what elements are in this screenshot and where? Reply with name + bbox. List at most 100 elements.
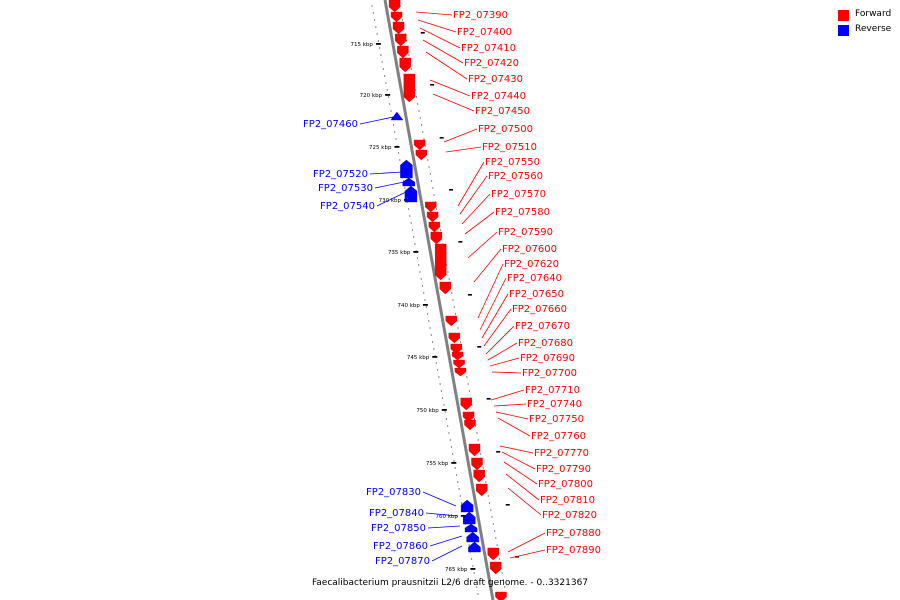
guide-dot: [443, 404, 445, 406]
guide-dot: [493, 530, 496, 532]
tick-layer: 715 kbp 720 kbp 725 kbp 730 kbp 735 kbp 740 k…: [350, 32, 520, 573]
guide-dot: [429, 327, 431, 329]
forward-gene-arrow: [451, 351, 464, 361]
guide-dot: [431, 341, 434, 343]
tick-mark: [460, 515, 466, 517]
guide-dot: [387, 96, 390, 98]
forward-gene-label: FP2_07800: [538, 479, 593, 490]
forward-gene-label: FP2_07450: [475, 106, 530, 117]
guide-dot: [491, 516, 493, 518]
guide-dot: [482, 467, 484, 469]
guide-dot: [372, 12, 374, 14]
guide-dot: [504, 586, 506, 588]
forward-gene-label: FP2_07500: [478, 124, 533, 135]
guide-dot: [467, 383, 469, 385]
forward-gene-arrow: [395, 33, 407, 47]
guide-dot: [430, 334, 432, 336]
forward-gene-arrow: [415, 149, 428, 161]
forward-dash: [496, 451, 501, 453]
guide-dot: [448, 278, 450, 280]
guide-dot: [382, 68, 385, 70]
forward-leader-line: [501, 451, 536, 470]
reverse-leader-line: [431, 545, 463, 562]
guide-dot: [414, 243, 416, 245]
guide-dot: [417, 103, 419, 105]
guide-dot: [444, 411, 446, 413]
guide-dot: [460, 502, 463, 504]
reverse-gene-label: FP2_07540: [320, 201, 375, 212]
forward-leader-line: [497, 417, 531, 437]
tick-label: 750 kbp: [416, 408, 439, 414]
forward-gene-arrow: [426, 211, 439, 223]
legend-forward: Forward: [838, 9, 898, 24]
forward-gene-arrow: [462, 411, 475, 423]
guide-dot: [459, 341, 462, 343]
reverse-gene-arrow: [463, 511, 476, 525]
guide-dot: [477, 593, 479, 595]
reverse-gene-arrow: [400, 159, 413, 179]
forward-gene-label: FP2_07650: [509, 289, 564, 300]
tick-mark: [451, 462, 457, 464]
guide-dot: [490, 509, 492, 511]
forward-dash: [515, 556, 520, 558]
forward-gene-label: FP2_07550: [485, 157, 540, 168]
guide-dot: [408, 208, 410, 210]
guide-dot: [476, 586, 478, 588]
guide-dot: [385, 82, 387, 84]
forward-leader-line: [417, 19, 457, 33]
guide-dot: [450, 446, 453, 448]
forward-gene-arrow: [397, 45, 409, 59]
gene-layer: [388, 0, 507, 600]
forward-gene-label: FP2_07820: [542, 510, 597, 521]
forward-leader-line: [479, 277, 507, 331]
guide-dot: [502, 579, 504, 581]
forward-leader-line: [461, 193, 491, 225]
legend-reverse-label: Reverse: [855, 24, 892, 34]
tick-mark: [441, 409, 447, 411]
reverse-gene-label: FP2_07830: [366, 487, 421, 498]
guide-dot: [428, 320, 430, 322]
forward-leader-line: [467, 231, 498, 259]
forward-gene-arrow: [425, 201, 437, 213]
forward-gene-arrow: [495, 591, 507, 600]
guide-dot: [474, 579, 476, 581]
tick-mark: [394, 146, 400, 148]
guide-dot: [425, 306, 427, 308]
guide-dot: [386, 89, 388, 91]
forward-gene-label: FP2_07790: [536, 464, 591, 475]
tick-label: 740 kbp: [397, 303, 420, 309]
forward-leader-line: [503, 461, 538, 485]
guide-dot: [423, 138, 425, 140]
guide-dot: [480, 453, 482, 455]
forward-dash: [486, 398, 491, 400]
guide-dot: [377, 40, 379, 42]
tick-label: 720 kbp: [360, 93, 383, 99]
guide-dot: [458, 488, 460, 490]
guide-dot: [436, 208, 438, 210]
guide-dot: [429, 173, 431, 175]
guide-dot: [422, 131, 424, 133]
guide-dot: [396, 145, 398, 147]
guide-dot: [420, 124, 423, 126]
forward-gene-label: FP2_07400: [457, 27, 512, 38]
reverse-leader-line: [422, 491, 457, 507]
forward-dash: [467, 294, 472, 296]
forward-gene-arrow: [413, 139, 426, 151]
forward-gene-arrow: [399, 57, 411, 73]
genome-backbone: [383, 0, 495, 600]
guide-dot: [415, 250, 417, 252]
tick-mark: [422, 304, 428, 306]
reverse-leader-line: [429, 535, 463, 547]
reverse-gene-label: FP2_07860: [373, 541, 428, 552]
guide-dot: [379, 47, 381, 49]
guide-dot: [409, 215, 411, 217]
tick-mark: [470, 568, 476, 570]
forward-gene-arrow: [487, 547, 499, 561]
forward-gene-arrow: [388, 0, 401, 13]
forward-gene-label: FP2_07670: [515, 321, 570, 332]
forward-dash: [449, 189, 454, 191]
leader-layer: [359, 11, 546, 562]
reverse-leader-line: [425, 512, 459, 517]
guide-dot: [454, 313, 457, 315]
reverse-gene-arrow: [460, 499, 474, 513]
